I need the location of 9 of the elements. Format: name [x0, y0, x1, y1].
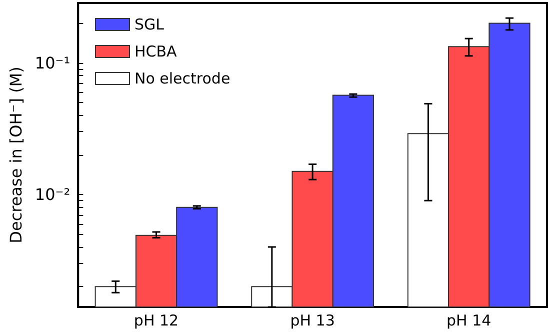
legend-label: No electrode	[134, 70, 230, 88]
legend-label: HCBA	[134, 42, 178, 60]
y-axis-title: Decrease in [OH⁻] (M)	[6, 66, 26, 244]
y-tick-label: 10⁻²	[34, 185, 70, 204]
y-tick-label: 10⁻¹	[34, 53, 70, 72]
x-tick-label: pH 14	[446, 312, 492, 330]
x-tick-label: pH 12	[134, 312, 179, 330]
x-tick-label: pH 13	[290, 312, 335, 330]
legend-label: SGL	[134, 16, 165, 34]
